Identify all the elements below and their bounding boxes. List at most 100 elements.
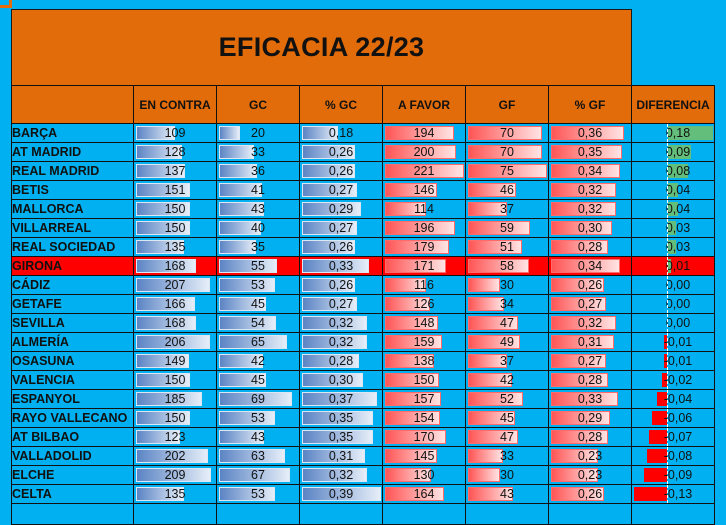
en-contra-cell[interactable]: 150 [133,218,217,238]
team-name-cell[interactable]: OSASUNA [11,351,134,371]
en-contra-cell[interactable]: 151 [133,180,217,200]
header-a-favor[interactable]: A FAVOR [382,85,466,124]
gf-cell[interactable]: 49 [465,332,549,352]
a-favor-cell[interactable]: 221 [382,161,466,181]
diferencia-cell[interactable]: -0,07 [631,427,715,447]
diferencia-cell[interactable]: 0,03 [631,237,715,257]
pct-gc-cell[interactable]: 0,26 [299,142,383,162]
header-pct-gc[interactable]: % GC [299,85,383,124]
pct-gf-cell[interactable]: 0,34 [548,161,632,181]
team-name-cell[interactable]: GIRONA [11,256,134,276]
empty-cell[interactable] [299,503,383,525]
team-name-cell[interactable]: CÁDIZ [11,275,134,295]
gc-cell[interactable]: 63 [216,446,300,466]
en-contra-cell[interactable]: 135 [133,237,217,257]
gf-cell[interactable]: 59 [465,218,549,238]
en-contra-cell[interactable]: 128 [133,142,217,162]
team-name-cell[interactable]: GETAFE [11,294,134,314]
a-favor-cell[interactable]: 146 [382,180,466,200]
team-name-cell[interactable]: VILLARREAL [11,218,134,238]
a-favor-cell[interactable]: 138 [382,351,466,371]
pct-gc-cell[interactable]: 0,27 [299,180,383,200]
team-name-cell[interactable]: ESPANYOL [11,389,134,409]
gf-cell[interactable]: 58 [465,256,549,276]
gc-cell[interactable]: 20 [216,123,300,143]
pct-gc-cell[interactable]: 0,37 [299,389,383,409]
pct-gf-cell[interactable]: 0,29 [548,408,632,428]
pct-gc-cell[interactable]: 0,33 [299,256,383,276]
empty-cell[interactable] [216,503,300,525]
diferencia-cell[interactable]: -0,06 [631,408,715,428]
pct-gf-cell[interactable]: 0,32 [548,180,632,200]
a-favor-cell[interactable]: 171 [382,256,466,276]
diferencia-cell[interactable]: 0,18 [631,123,715,143]
gc-cell[interactable]: 41 [216,180,300,200]
header-pct-gf[interactable]: % GF [548,85,632,124]
header-diferencia[interactable]: DIFERENCIA [631,85,715,124]
diferencia-cell[interactable]: -0,04 [631,389,715,409]
pct-gc-cell[interactable]: 0,26 [299,275,383,295]
gf-cell[interactable]: 70 [465,142,549,162]
gf-cell[interactable]: 37 [465,351,549,371]
gf-cell[interactable]: 47 [465,427,549,447]
pct-gc-cell[interactable]: 0,39 [299,484,383,504]
pct-gf-cell[interactable]: 0,26 [548,484,632,504]
team-name-cell[interactable]: RAYO VALLECANO [11,408,134,428]
gc-cell[interactable]: 43 [216,427,300,447]
pct-gf-cell[interactable]: 0,36 [548,123,632,143]
diferencia-cell[interactable]: 0,01 [631,256,715,276]
diferencia-cell[interactable]: 0,08 [631,161,715,181]
pct-gc-cell[interactable]: 0,27 [299,218,383,238]
pct-gc-cell[interactable]: 0,35 [299,408,383,428]
pct-gf-cell[interactable]: 0,23 [548,446,632,466]
en-contra-cell[interactable]: 166 [133,294,217,314]
en-contra-cell[interactable]: 135 [133,484,217,504]
a-favor-cell[interactable]: 170 [382,427,466,447]
diferencia-cell[interactable]: 0,04 [631,199,715,219]
pct-gc-cell[interactable]: 0,29 [299,199,383,219]
en-contra-cell[interactable]: 149 [133,351,217,371]
en-contra-cell[interactable]: 123 [133,427,217,447]
diferencia-cell[interactable]: -0,01 [631,351,715,371]
pct-gc-cell[interactable]: 0,26 [299,161,383,181]
gf-cell[interactable]: 46 [465,180,549,200]
diferencia-cell[interactable]: 0,00 [631,275,715,295]
pct-gf-cell[interactable]: 0,30 [548,218,632,238]
empty-cell[interactable] [382,503,466,525]
team-name-cell[interactable]: VALLADOLID [11,446,134,466]
team-name-cell[interactable]: REAL MADRID [11,161,134,181]
team-name-cell[interactable]: BARÇA [11,123,134,143]
diferencia-cell[interactable]: -0,08 [631,446,715,466]
header-gf[interactable]: GF [465,85,549,124]
empty-cell[interactable] [548,503,632,525]
a-favor-cell[interactable]: 130 [382,465,466,485]
pct-gf-cell[interactable]: 0,28 [548,370,632,390]
gf-cell[interactable]: 34 [465,294,549,314]
gc-cell[interactable]: 54 [216,313,300,333]
header-team[interactable] [11,85,134,124]
diferencia-cell[interactable]: -0,01 [631,332,715,352]
pct-gc-cell[interactable]: 0,27 [299,294,383,314]
gf-cell[interactable]: 42 [465,370,549,390]
team-name-cell[interactable]: AT MADRID [11,142,134,162]
gc-cell[interactable]: 53 [216,275,300,295]
pct-gf-cell[interactable]: 0,32 [548,199,632,219]
pct-gc-cell[interactable]: 0,32 [299,313,383,333]
gc-cell[interactable]: 69 [216,389,300,409]
gf-cell[interactable]: 51 [465,237,549,257]
gf-cell[interactable]: 70 [465,123,549,143]
team-name-cell[interactable]: MALLORCA [11,199,134,219]
pct-gf-cell[interactable]: 0,23 [548,465,632,485]
pct-gf-cell[interactable]: 0,34 [548,256,632,276]
gc-cell[interactable]: 45 [216,370,300,390]
en-contra-cell[interactable]: 150 [133,370,217,390]
a-favor-cell[interactable]: 200 [382,142,466,162]
team-name-cell[interactable]: REAL SOCIEDAD [11,237,134,257]
gc-cell[interactable]: 35 [216,237,300,257]
a-favor-cell[interactable]: 114 [382,199,466,219]
gc-cell[interactable]: 53 [216,484,300,504]
gc-cell[interactable]: 53 [216,408,300,428]
gf-cell[interactable]: 30 [465,275,549,295]
pct-gc-cell[interactable]: 0,28 [299,351,383,371]
a-favor-cell[interactable]: 159 [382,332,466,352]
